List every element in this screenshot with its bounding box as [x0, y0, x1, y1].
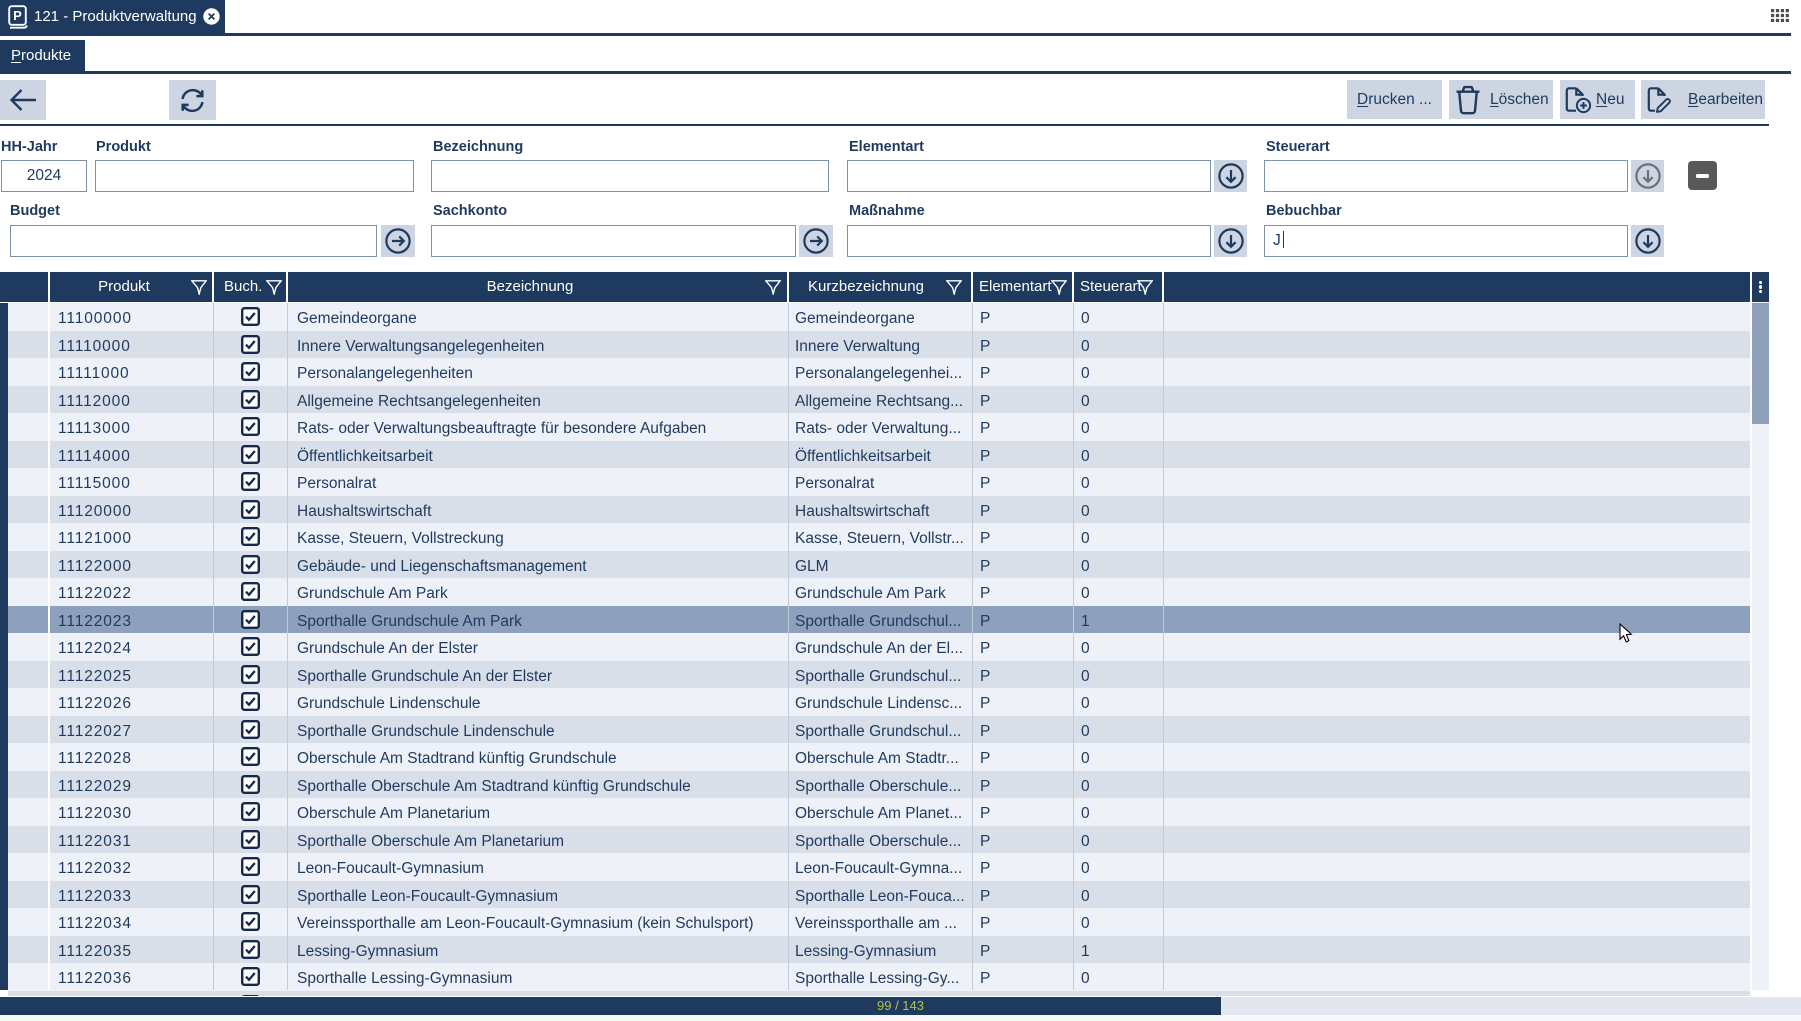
svg-text:P: P [13, 8, 22, 23]
